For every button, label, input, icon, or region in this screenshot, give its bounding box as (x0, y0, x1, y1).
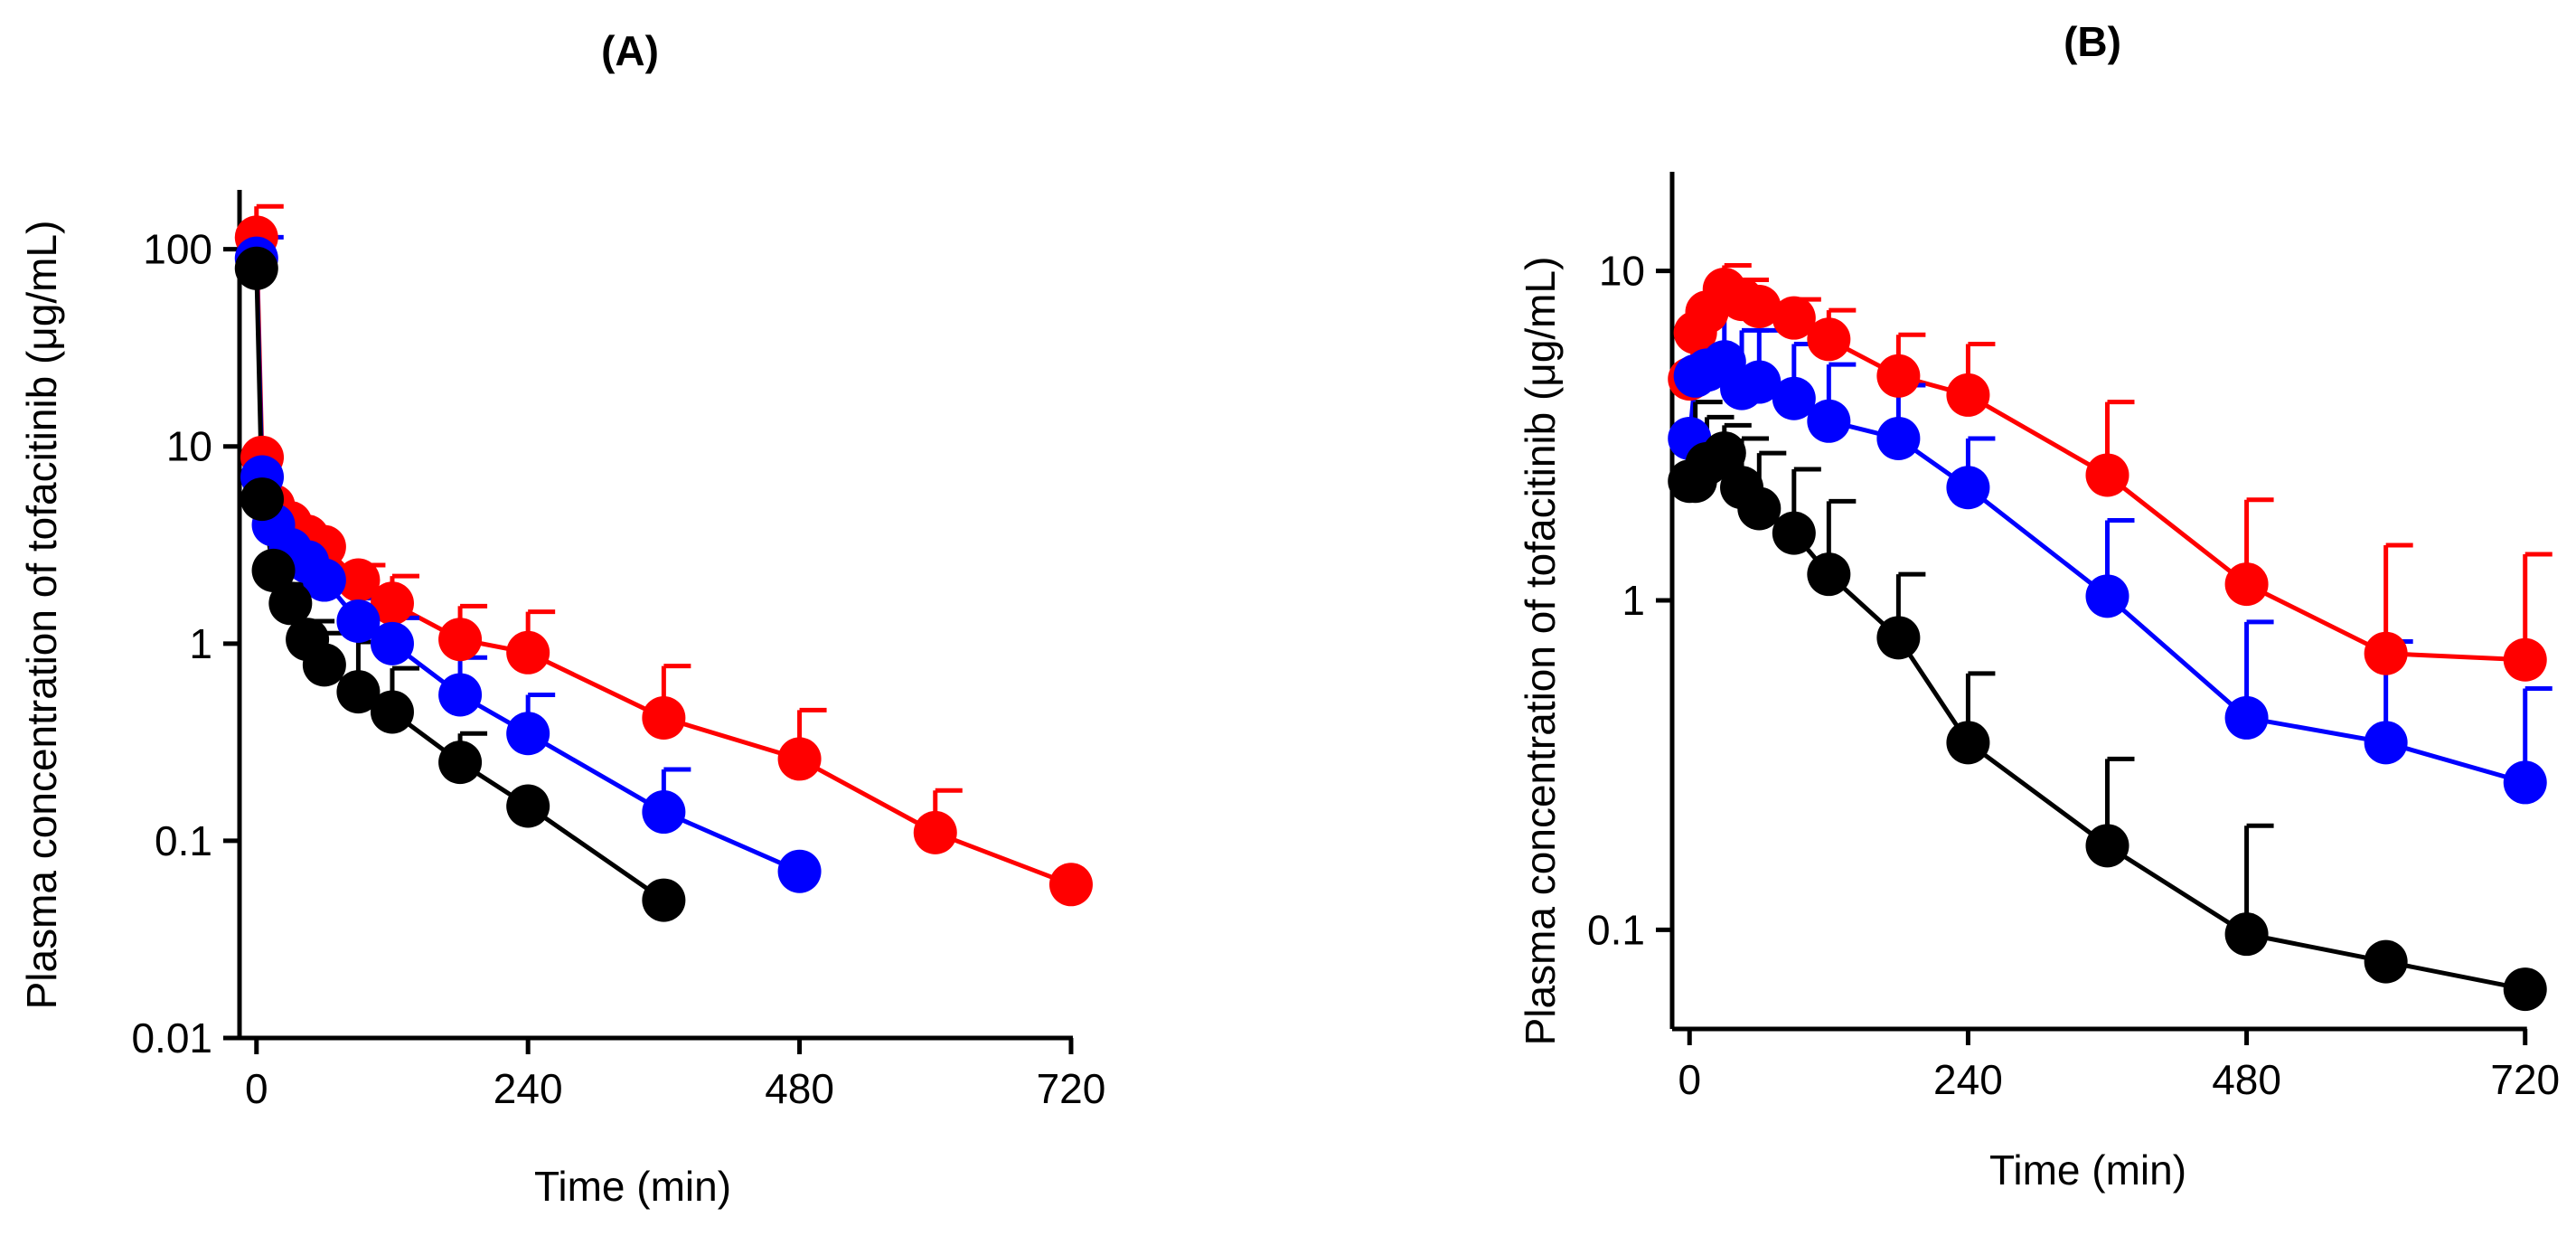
panel-b-high-point (1876, 354, 1921, 398)
panel-b-x-tick-label: 0 (1678, 1056, 1701, 1103)
panel-b-y-axis-label: Plasma concentration of tofacitinib (μg/… (1517, 257, 1564, 1046)
panel-b-points (1668, 267, 2547, 1012)
panel-b-x-tick-label: 240 (1933, 1056, 2003, 1103)
panel-a-points (234, 215, 1093, 922)
panel-b-high-point (1807, 317, 1851, 362)
panel-a-mid-point (506, 712, 550, 756)
panel-a-x-tick-label: 0 (245, 1065, 268, 1112)
panel-a-control-point (506, 784, 550, 828)
panel-b-control-point (1807, 552, 1851, 597)
panel-a-high-point (336, 558, 381, 602)
panel-a-mid-point (336, 599, 381, 643)
panel-a-high-point (777, 737, 822, 781)
panel-b-y-tick-label: 10 (1599, 248, 1645, 295)
panel-a-mid-point (370, 621, 414, 665)
panel-a-y-tick-label: 100 (143, 226, 212, 273)
panel-b: (B) Plasma concentration of tofacitinib … (1517, 18, 2560, 1194)
panel-b-mid-point (2364, 721, 2408, 765)
panel-a-y-tick-label: 10 (166, 423, 212, 470)
panel-a-control-point (234, 246, 278, 290)
panel-b-mid-point (1876, 416, 1921, 460)
panel-b-control-point (1737, 486, 1782, 531)
panel-b-x-axis-label: Time (min) (1989, 1146, 2186, 1194)
panel-b-high-point (2224, 562, 2269, 607)
panel-a-mid-point (438, 673, 483, 717)
panel-b-high-point (2503, 637, 2547, 682)
panel-a-control-point (268, 581, 313, 626)
panel-a-title: (A) (601, 27, 659, 74)
panel-b-high-point (1946, 373, 1990, 417)
panel-b-x-tick-label: 480 (2212, 1056, 2281, 1103)
panel-b-mid-point (1807, 399, 1851, 443)
panel-b-control-point (2224, 912, 2269, 957)
panel-a-mid-point (302, 558, 346, 602)
panel-b-mid-point (2503, 760, 2547, 805)
panel-b-axes: 0.1 1 10 0 240 480 720 (1587, 172, 2560, 1103)
panel-a-x-tick-label: 720 (1037, 1065, 1106, 1112)
panel-b-x-tick-label: 720 (2490, 1056, 2560, 1103)
panel-a-y-tick-label: 0.01 (131, 1014, 212, 1061)
panel-b-high-point (2085, 453, 2129, 497)
panel-a-mid-point (642, 790, 686, 835)
panel-b-mid-point (1946, 466, 1990, 510)
panel-a-control-point (251, 548, 296, 592)
panel-b-high-point (2364, 631, 2408, 675)
panel-b-title: (B) (2064, 18, 2121, 65)
panel-a-control-point (240, 477, 285, 522)
panel-b-control-point (1876, 616, 1921, 660)
panel-b-mid-point (2224, 695, 2269, 740)
panel-a-y-axis-label: Plasma concentration of tofacitinib (μg/… (18, 221, 65, 1010)
panel-a-high-point (1048, 863, 1093, 907)
panel-a-y-tick-label: 1 (189, 620, 212, 667)
panel-b-control-point (1946, 721, 1990, 765)
panel-b-mid-point (2085, 574, 2129, 618)
panel-b-high-point (1737, 284, 1782, 328)
panel-a-y-tick-label: 0.1 (155, 817, 212, 864)
panel-a-control-point (370, 690, 414, 734)
panel-b-y-tick-label: 0.1 (1587, 906, 1645, 953)
panel-b-control-point (2503, 967, 2547, 1012)
panel-a-high-point (506, 630, 550, 675)
panel-a-x-axis-label: Time (min) (534, 1163, 731, 1210)
panel-a-high-point (642, 695, 686, 740)
panel-a-high-point (370, 581, 414, 626)
panel-a-control-point (438, 741, 483, 785)
panel-a-control-point (642, 878, 686, 922)
panel-a-control-point (336, 670, 381, 714)
panel-a-axes: 0.01 0.1 1 10 100 0 240 480 720 (131, 190, 1105, 1112)
panel-b-control-point (1772, 511, 1816, 555)
panel-b-mid-point (1737, 360, 1782, 404)
panel-a-x-tick-label: 480 (765, 1065, 834, 1112)
panel-b-control-point (2085, 824, 2129, 868)
panel-b-high-point (1772, 296, 1816, 340)
panel-a-high-point (913, 810, 957, 854)
panel-b-control-point (2364, 939, 2408, 984)
panel-b-control-point (1702, 431, 1746, 476)
panel-a-mid-point (777, 849, 822, 893)
panel-a-high-point (438, 618, 483, 662)
panel-b-mid-point (1772, 376, 1816, 420)
panel-a-control-point (302, 643, 346, 687)
panel-a: (A) Plasma concentration of tofacitinib … (18, 27, 1105, 1210)
panel-b-y-tick-label: 1 (1622, 577, 1645, 624)
panel-a-error-bars (254, 203, 963, 833)
panel-a-x-tick-label: 240 (494, 1065, 563, 1112)
